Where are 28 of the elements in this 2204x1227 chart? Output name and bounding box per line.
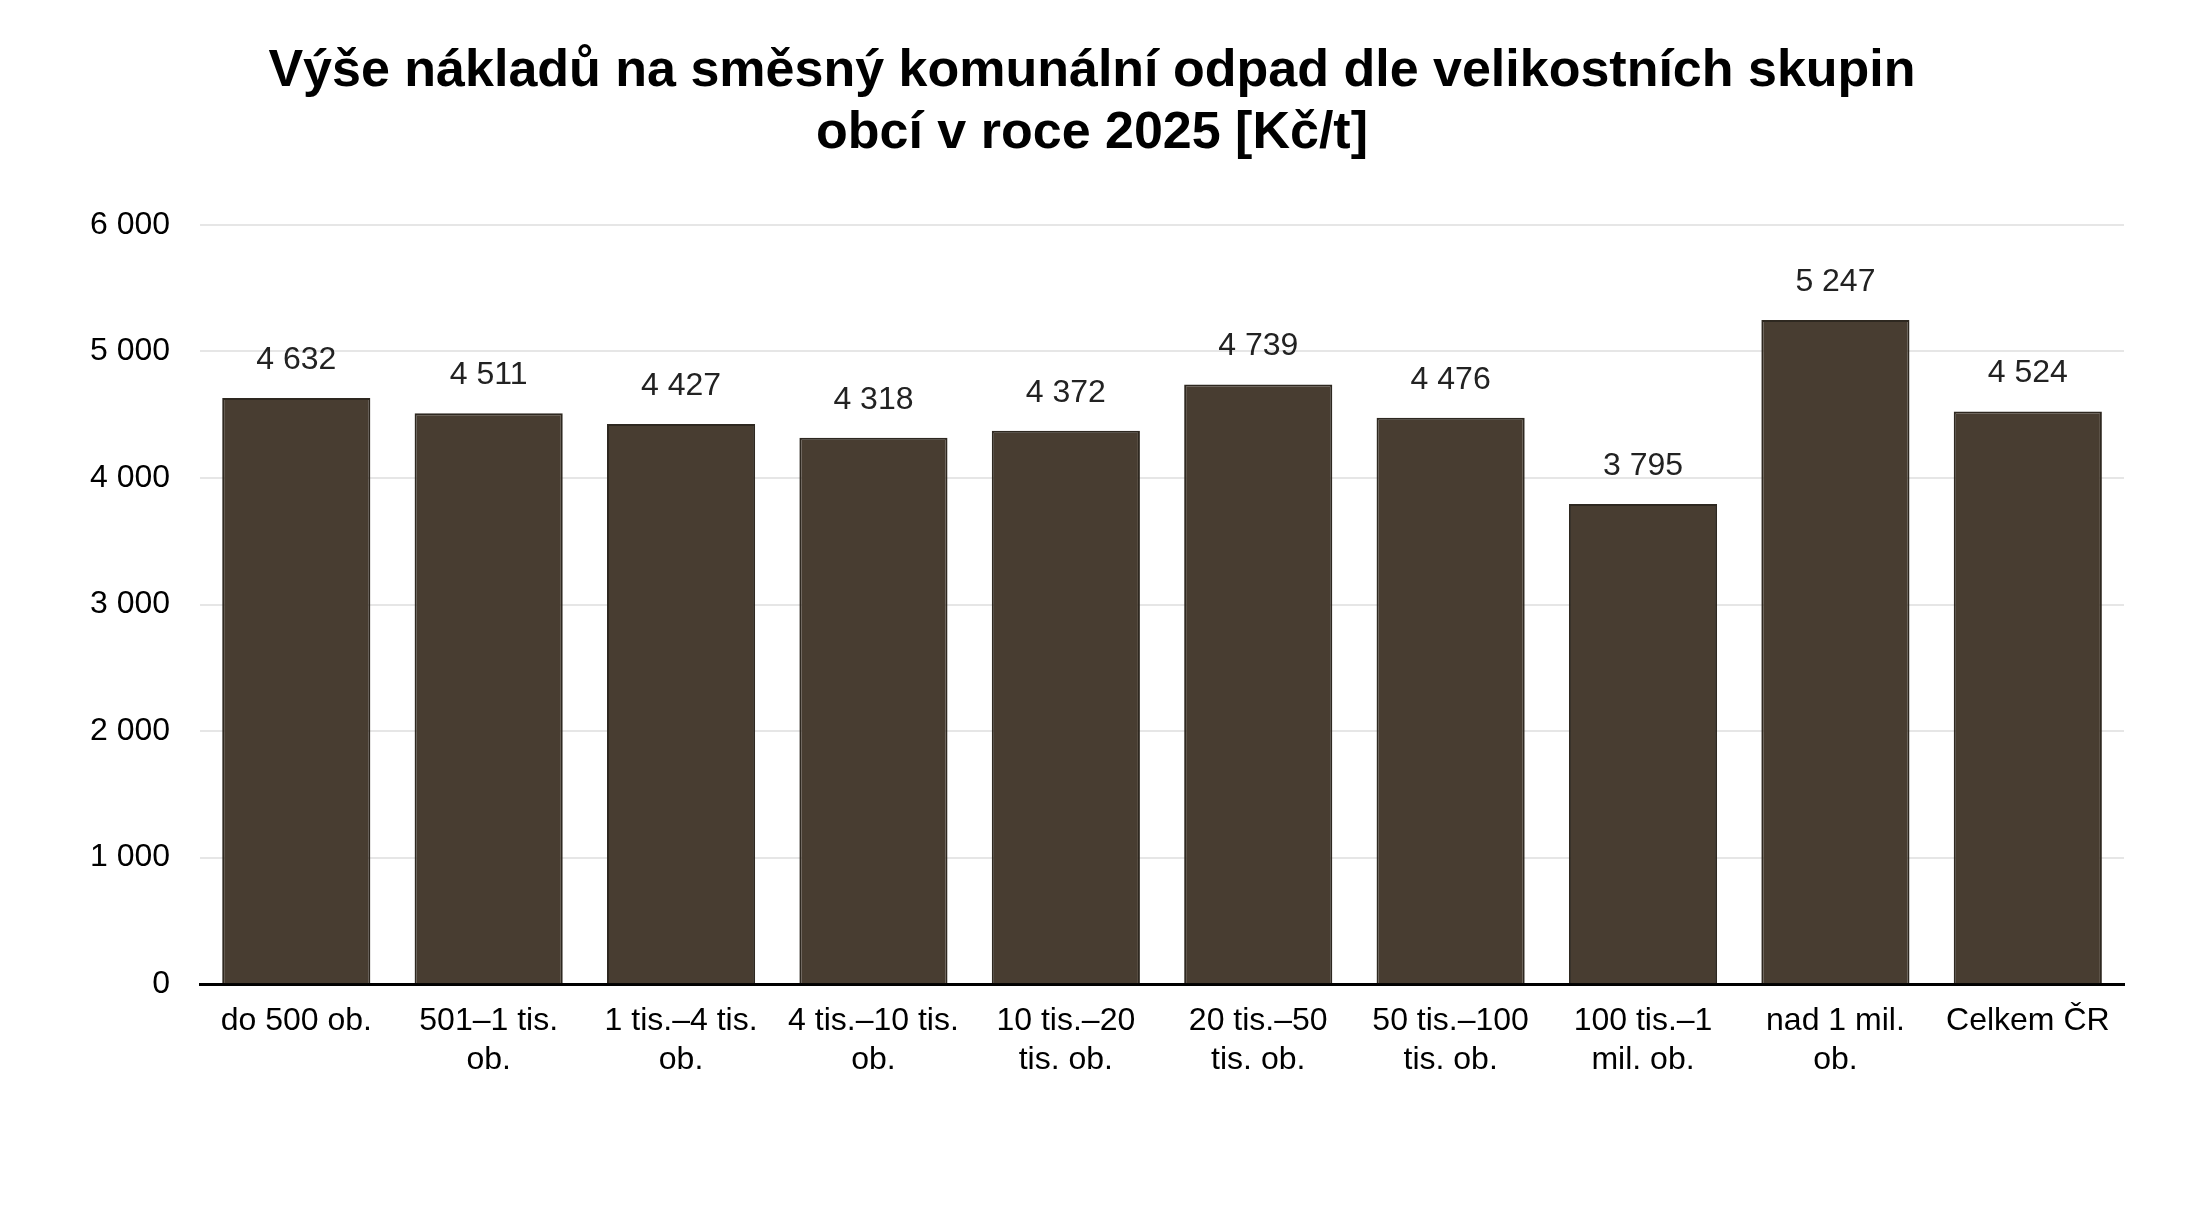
x-tick-label: do 500 ob. <box>220 1001 372 1038</box>
x-tick-label: Celkem ČR <box>1946 1001 2110 1038</box>
x-tick-label: nad 1 mil. ob. <box>1766 1001 1905 1076</box>
y-tick-label: 1 000 <box>90 837 171 874</box>
data-label: 5 247 <box>1795 261 1876 298</box>
x-tick-label: 4 tis.–10 tis. ob. <box>788 1001 959 1076</box>
x-tick-label: 100 tis.–1 mil. ob. <box>1573 1001 1713 1076</box>
x-tick-label: 501–1 tis. ob. <box>419 1001 559 1076</box>
data-label: 4 427 <box>641 365 722 402</box>
y-tick-label: 2 000 <box>90 710 171 747</box>
x-tick-label: 50 tis.–100 tis. ob. <box>1372 1001 1529 1076</box>
data-label: 3 795 <box>1602 445 1684 482</box>
data-label: 4 476 <box>1410 359 1491 396</box>
x-tick-label: 1 tis.–4 tis. ob. <box>604 1001 758 1076</box>
data-label: 4 318 <box>833 379 914 416</box>
y-tick-label: 4 000 <box>90 457 171 494</box>
chart-title: Výše nákladů na směsný komunální odpad dle velikostních skupin obcí v roce 2025 [Kč/t] <box>268 38 1916 159</box>
y-tick-label: 5 000 <box>90 331 171 368</box>
data-label: 4 372 <box>1025 372 1106 409</box>
data-label: 4 739 <box>1218 326 1299 363</box>
data-label: 4 524 <box>1987 353 2068 390</box>
x-tick-label: 10 tis.–20 tis. ob. <box>996 1001 1136 1076</box>
y-tick-label: 3 000 <box>90 584 171 621</box>
data-label: 4 511 <box>449 355 528 392</box>
data-label: 4 632 <box>256 339 337 376</box>
x-tick-label: 20 tis.–50 tis. ob. <box>1188 1001 1328 1076</box>
y-tick-label: 0 <box>152 964 171 1001</box>
y-tick-label: 6 000 <box>90 204 171 241</box>
